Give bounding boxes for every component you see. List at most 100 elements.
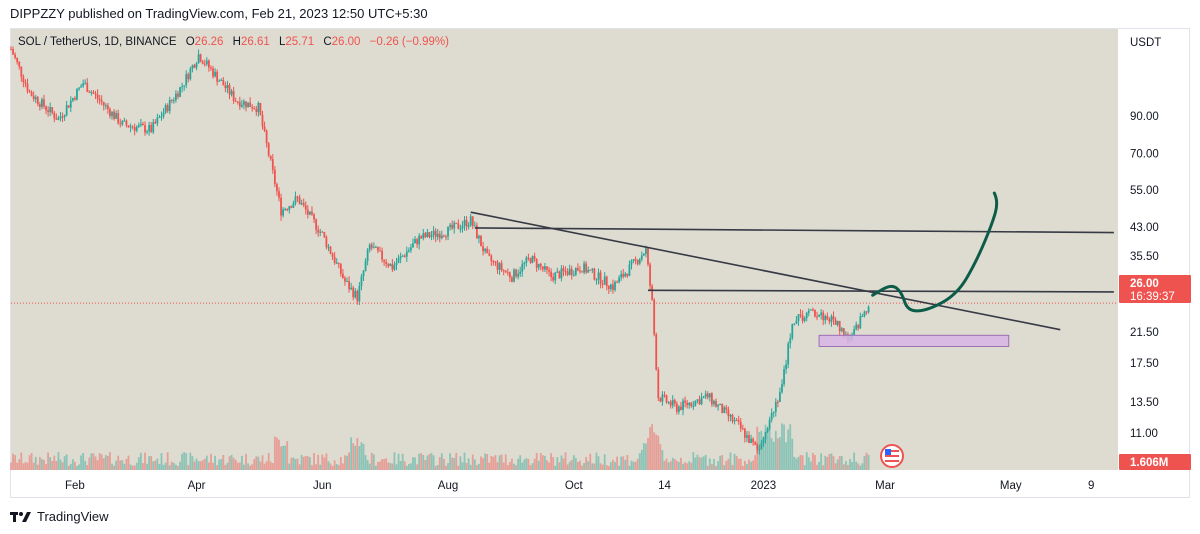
volume-bar <box>96 460 99 470</box>
candle-body <box>348 281 350 290</box>
candle-body <box>430 235 433 238</box>
candle-body <box>690 402 693 407</box>
volume-bar <box>407 463 410 470</box>
candle-body <box>113 111 115 119</box>
candle-body <box>779 392 781 402</box>
volume-bar <box>733 453 736 470</box>
volume-bar <box>642 443 645 470</box>
candle-body <box>830 316 833 322</box>
tradingview-brand[interactable]: TradingView <box>10 509 109 524</box>
volume-bar <box>100 454 103 470</box>
support-zone <box>818 334 1010 348</box>
low-value: 25.71 <box>285 36 315 48</box>
volume-bar <box>133 465 136 470</box>
candle-body <box>630 260 633 265</box>
volume-bar <box>657 435 660 470</box>
candle-body <box>146 131 148 133</box>
volume-bar <box>581 465 583 470</box>
volume-bar <box>473 459 476 470</box>
candle-body <box>282 209 285 216</box>
candle-body <box>544 266 546 270</box>
volume-bar <box>43 459 45 470</box>
volume-bar <box>480 456 482 470</box>
candle-body <box>506 272 509 274</box>
candle-body <box>88 91 91 93</box>
volume-bar <box>832 456 835 470</box>
volume-bar <box>807 457 810 470</box>
volume-bar <box>731 465 734 470</box>
volume-bar <box>663 460 666 470</box>
volume-bar <box>764 424 767 470</box>
volume-bar <box>496 462 499 470</box>
volume-bar <box>781 423 783 470</box>
candle-body <box>746 435 748 438</box>
volume-bar <box>348 452 350 470</box>
volume-bar <box>826 456 829 470</box>
volume-bar <box>626 454 629 470</box>
candle-body <box>179 87 181 97</box>
volume-bar <box>420 453 423 470</box>
volume-bar <box>321 454 324 470</box>
volume-bar <box>416 464 419 470</box>
volume-bar <box>236 462 239 470</box>
candle-body <box>752 438 755 443</box>
candle-body <box>69 100 72 108</box>
candle-body <box>500 263 503 270</box>
volume-bar <box>428 453 431 470</box>
candle-body <box>628 264 631 276</box>
candle-body <box>661 394 664 402</box>
candle-body <box>207 60 210 68</box>
candle-body <box>440 235 443 239</box>
candle-body <box>579 270 581 272</box>
volume-bar <box>601 464 604 470</box>
candle-body <box>385 261 388 265</box>
volume-bar <box>754 455 757 470</box>
candle-body <box>325 236 328 248</box>
volume-bar <box>395 464 398 470</box>
candle-body <box>269 155 272 160</box>
volume-bar <box>399 461 402 470</box>
volume-bar <box>438 457 441 470</box>
candle-body <box>331 253 334 257</box>
volume-bar <box>354 445 357 470</box>
candle-body <box>820 312 823 316</box>
volume-bar <box>517 458 520 470</box>
volume-bar <box>379 461 381 470</box>
volume-bar <box>391 463 394 470</box>
candle-body <box>222 79 225 86</box>
volume-bar <box>519 455 522 470</box>
candle-body <box>172 100 175 102</box>
candle-body <box>645 248 647 254</box>
candle-body <box>257 102 260 112</box>
candle-body <box>51 107 54 113</box>
volume-bar <box>486 454 489 470</box>
volume-bar <box>170 461 173 470</box>
candle-body <box>71 98 74 101</box>
candle-body <box>626 273 629 276</box>
candle-body <box>255 108 258 112</box>
candle-body <box>309 211 311 215</box>
candle-body <box>529 258 532 263</box>
flag-icon[interactable] <box>880 444 904 468</box>
volume-bar <box>624 459 627 470</box>
volume-bar <box>725 460 728 470</box>
candle-body <box>692 405 695 407</box>
volume-bar <box>583 463 585 470</box>
candle-body <box>698 399 701 405</box>
volume-bar <box>830 453 833 470</box>
volume-bar <box>822 465 825 470</box>
volume-bar <box>41 459 43 470</box>
candle-body <box>292 203 295 208</box>
candle-body <box>302 203 305 206</box>
candle-body <box>467 225 470 227</box>
volume-bar <box>377 461 379 470</box>
volume-bar <box>556 457 559 470</box>
volume-bar <box>750 461 752 470</box>
candle-body <box>473 225 476 227</box>
volume-bar <box>302 456 305 470</box>
volume-bar <box>467 458 470 470</box>
candle-body <box>364 260 367 271</box>
candle-body <box>220 79 223 81</box>
volume-bar <box>94 456 97 470</box>
